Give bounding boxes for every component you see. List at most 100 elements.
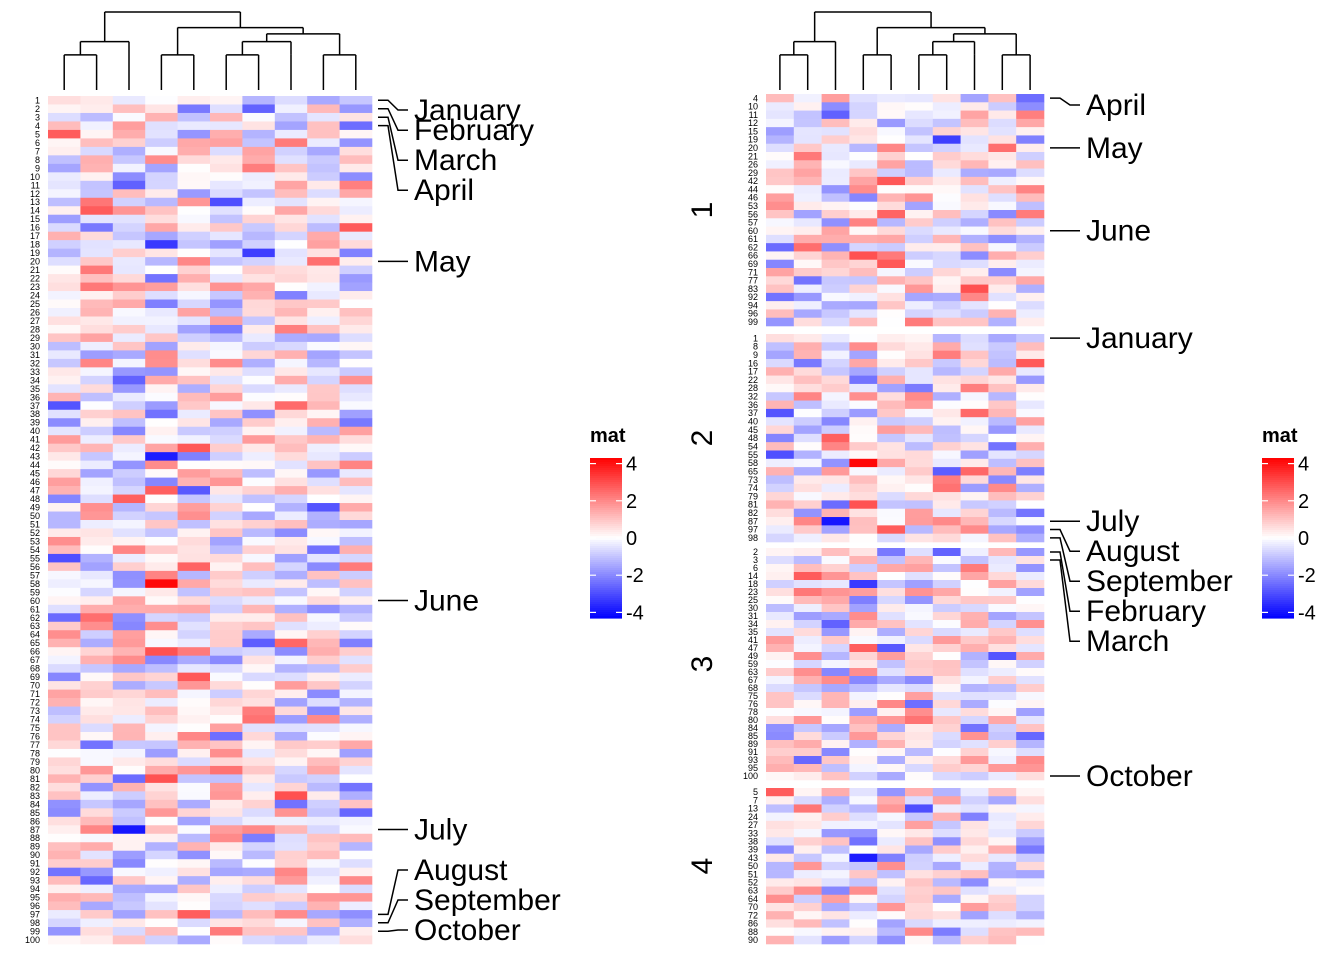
row-label: 32 <box>30 358 40 368</box>
heatmap-cell <box>145 375 178 385</box>
heatmap-cell <box>145 308 178 317</box>
heatmap-cell <box>766 210 795 219</box>
heatmap-cell <box>988 201 1017 211</box>
heatmap-cell <box>48 333 81 343</box>
legend-color-step <box>1262 574 1294 577</box>
heatmap-cell <box>849 812 878 822</box>
heatmap-cell <box>1016 433 1045 443</box>
legend-color-step <box>1262 606 1294 609</box>
mark-connector <box>378 116 408 161</box>
heatmap-cell <box>793 788 822 797</box>
heatmap-cell <box>821 796 850 805</box>
heatmap-cell <box>177 621 211 631</box>
heatmap-cell <box>112 927 146 936</box>
heatmap-cell <box>766 772 795 781</box>
heatmap-cell <box>960 837 989 846</box>
heatmap-cell <box>145 935 178 945</box>
heatmap-cell <box>274 553 308 563</box>
heatmap-cell <box>177 308 211 317</box>
heatmap-cell <box>210 392 243 402</box>
legend-color-step <box>1262 564 1294 567</box>
heatmap-cell <box>80 689 114 699</box>
heatmap-cell <box>988 110 1017 120</box>
heatmap-cell <box>80 384 114 394</box>
heatmap-cell <box>307 240 340 249</box>
legend-color-step <box>590 522 622 525</box>
heatmap-cell <box>960 350 989 360</box>
heatmap-cell <box>274 681 308 690</box>
row-label: 39 <box>30 418 40 428</box>
heatmap-cell <box>48 104 81 114</box>
heatmap-cell <box>766 193 795 203</box>
heatmap-cell <box>210 876 243 885</box>
heatmap-cell <box>242 367 276 377</box>
heatmap-cell <box>145 486 178 495</box>
heatmap-cell <box>48 842 81 852</box>
heatmap-cell <box>112 324 146 334</box>
heatmap-cell <box>48 553 81 563</box>
heatmap-cell <box>48 180 81 190</box>
heatmap-cell <box>877 317 906 327</box>
heatmap-cell <box>849 548 878 557</box>
legend-color-step <box>1262 558 1294 561</box>
heatmap-cell <box>905 475 934 485</box>
legend-color-step <box>1262 602 1294 605</box>
heatmap-cell <box>821 383 850 393</box>
legend-color-step <box>590 536 622 539</box>
heatmap-cell <box>821 804 850 813</box>
heatmap-cell <box>1016 644 1045 653</box>
heatmap-cell <box>960 467 989 476</box>
mark-connector <box>378 124 408 191</box>
heatmap-cell <box>821 724 850 733</box>
heatmap-cell <box>793 820 822 830</box>
row-label: 52 <box>30 528 40 538</box>
heatmap-cell <box>210 757 243 767</box>
heatmap-cell <box>210 596 243 606</box>
heatmap-cell <box>766 845 795 854</box>
heatmap-cell <box>210 732 243 741</box>
heatmap-cell <box>793 853 822 863</box>
heatmap-cell <box>905 927 934 937</box>
heatmap-cell <box>48 121 81 131</box>
heatmap-cell <box>307 341 340 351</box>
heatmap-cell <box>932 588 961 597</box>
row-label: 48 <box>748 433 758 443</box>
heatmap-cell <box>821 309 850 319</box>
legend-color-step <box>590 470 622 473</box>
legend-color-step <box>590 558 622 561</box>
heatmap-cell <box>849 450 878 460</box>
heatmap-cell <box>48 859 81 868</box>
heatmap-cell <box>821 861 850 871</box>
row-label: 77 <box>748 276 758 286</box>
heatmap-cell <box>177 842 211 852</box>
heatmap-cell <box>932 367 961 376</box>
heatmap-cell <box>988 176 1017 186</box>
heatmap-cell <box>48 808 81 818</box>
heatmap-cell <box>960 829 989 838</box>
heatmap-cell <box>877 636 906 645</box>
heatmap-cell <box>48 825 81 835</box>
heatmap-cell <box>793 596 822 605</box>
heatmap-cell <box>177 596 211 606</box>
heatmap-cell <box>988 94 1017 103</box>
heatmap-cell <box>339 740 373 750</box>
heatmap-cell <box>274 197 308 207</box>
heatmap-cell <box>145 587 178 597</box>
heatmap-cell <box>274 401 308 411</box>
heatmap-cell <box>849 740 878 749</box>
heatmap-cell <box>821 927 850 937</box>
heatmap-cell <box>242 274 276 283</box>
heatmap-cell <box>274 638 308 648</box>
heatmap-cell <box>766 740 795 749</box>
heatmap-cell <box>48 409 81 419</box>
heatmap-cell <box>80 647 114 656</box>
heatmap-cell <box>242 104 276 114</box>
heatmap-cell <box>1016 358 1045 368</box>
heatmap-cell <box>988 740 1017 749</box>
heatmap-cell <box>177 757 211 767</box>
heatmap-cell <box>177 748 211 758</box>
heatmap-cell <box>210 138 243 148</box>
heatmap-cell <box>242 748 276 758</box>
heatmap-cell <box>877 508 906 518</box>
heatmap-cell <box>339 935 373 945</box>
